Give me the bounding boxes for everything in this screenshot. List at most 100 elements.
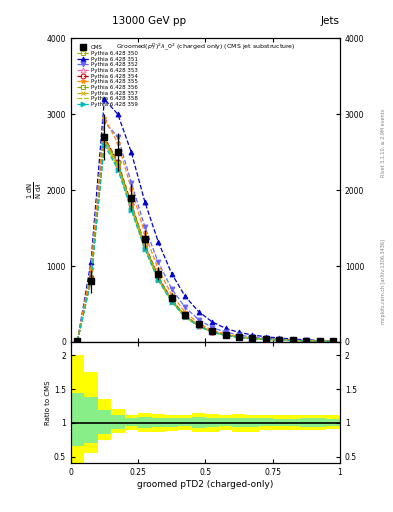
Pythia 6.428 351: [129, 149, 134, 155]
Pythia 6.428 350: [142, 246, 147, 252]
Pythia 6.428 350: [277, 337, 282, 343]
Pythia 6.428 358: [196, 323, 201, 329]
Pythia 6.428 356: [102, 135, 107, 141]
Pythia 6.428 351: [290, 336, 295, 342]
Line: Pythia 6.428 352: Pythia 6.428 352: [75, 119, 336, 344]
Pythia 6.428 352: [304, 337, 309, 344]
Pythia 6.428 350: [88, 274, 93, 281]
Pythia 6.428 355: [277, 336, 282, 343]
Pythia 6.428 358: [277, 337, 282, 343]
Pythia 6.428 351: [142, 199, 147, 205]
Pythia 6.428 356: [116, 160, 120, 166]
Pythia 6.428 359: [223, 332, 228, 338]
Line: Pythia 6.428 357: Pythia 6.428 357: [75, 138, 336, 344]
Pythia 6.428 350: [156, 276, 161, 283]
Y-axis label: $\frac{1}{\mathrm{N}}\frac{\mathrm{d}\mathrm{N}}{\mathrm{d}\lambda}$: $\frac{1}{\mathrm{N}}\frac{\mathrm{d}\ma…: [26, 181, 44, 199]
Pythia 6.428 358: [331, 338, 336, 345]
Pythia 6.428 359: [264, 336, 268, 343]
Pythia 6.428 353: [75, 338, 80, 344]
X-axis label: groomed pTD2 (charged-only): groomed pTD2 (charged-only): [137, 480, 274, 489]
Pythia 6.428 350: [237, 334, 241, 340]
Pythia 6.428 355: [318, 338, 322, 344]
Pythia 6.428 352: [129, 180, 134, 186]
Pythia 6.428 358: [129, 205, 134, 211]
Pythia 6.428 357: [290, 337, 295, 344]
Pythia 6.428 350: [75, 338, 80, 344]
Pythia 6.428 353: [116, 161, 120, 167]
Pythia 6.428 358: [304, 338, 309, 344]
Pythia 6.428 354: [196, 322, 201, 328]
Pythia 6.428 354: [237, 334, 241, 340]
Pythia 6.428 356: [210, 329, 215, 335]
Line: Pythia 6.428 358: Pythia 6.428 358: [77, 142, 333, 342]
Pythia 6.428 352: [237, 332, 241, 338]
Pythia 6.428 352: [264, 335, 268, 342]
Pythia 6.428 357: [331, 338, 336, 345]
Pythia 6.428 355: [196, 320, 201, 326]
Pythia 6.428 357: [237, 334, 241, 340]
Pythia 6.428 351: [102, 96, 107, 102]
Pythia 6.428 350: [183, 314, 187, 320]
Line: Pythia 6.428 356: Pythia 6.428 356: [75, 135, 336, 344]
Pythia 6.428 355: [290, 337, 295, 344]
Pythia 6.428 353: [318, 338, 322, 344]
Pythia 6.428 353: [264, 336, 268, 343]
Pythia 6.428 351: [210, 319, 215, 325]
Pythia 6.428 352: [116, 134, 120, 140]
Pythia 6.428 352: [210, 325, 215, 331]
Text: mcplots.cern.ch [arXiv:1306.3436]: mcplots.cern.ch [arXiv:1306.3436]: [381, 239, 386, 324]
Pythia 6.428 352: [142, 224, 147, 230]
Pythia 6.428 355: [250, 335, 255, 341]
Pythia 6.428 359: [277, 337, 282, 343]
Pythia 6.428 350: [223, 332, 228, 338]
Pythia 6.428 352: [88, 267, 93, 273]
Pythia 6.428 353: [156, 274, 161, 281]
Pythia 6.428 358: [210, 329, 215, 335]
Pythia 6.428 354: [290, 337, 295, 344]
Pythia 6.428 352: [156, 259, 161, 265]
Pythia 6.428 351: [264, 334, 268, 340]
Pythia 6.428 357: [210, 329, 215, 335]
Pythia 6.428 359: [183, 314, 187, 321]
Pythia 6.428 353: [304, 338, 309, 344]
Pythia 6.428 351: [183, 293, 187, 300]
Pythia 6.428 354: [318, 338, 322, 344]
Pythia 6.428 353: [290, 337, 295, 344]
Pythia 6.428 353: [237, 334, 241, 340]
Pythia 6.428 351: [250, 332, 255, 338]
Pythia 6.428 357: [196, 323, 201, 329]
Pythia 6.428 351: [277, 335, 282, 341]
Pythia 6.428 359: [210, 329, 215, 335]
Pythia 6.428 356: [223, 332, 228, 338]
Pythia 6.428 350: [331, 338, 336, 345]
Pythia 6.428 356: [277, 337, 282, 343]
Pythia 6.428 350: [290, 337, 295, 344]
Pythia 6.428 354: [156, 273, 161, 280]
Pythia 6.428 352: [223, 329, 228, 335]
Pythia 6.428 350: [116, 164, 120, 170]
Pythia 6.428 350: [318, 338, 322, 345]
Line: Pythia 6.428 354: Pythia 6.428 354: [75, 135, 336, 344]
Pythia 6.428 356: [304, 338, 309, 344]
Pythia 6.428 357: [116, 162, 120, 168]
Pythia 6.428 357: [250, 335, 255, 342]
Pythia 6.428 357: [75, 338, 80, 344]
Pythia 6.428 355: [169, 291, 174, 297]
Pythia 6.428 350: [250, 335, 255, 342]
Pythia 6.428 359: [250, 335, 255, 342]
Pythia 6.428 356: [331, 338, 336, 345]
Pythia 6.428 352: [331, 338, 336, 344]
Line: Pythia 6.428 359: Pythia 6.428 359: [75, 142, 336, 344]
Text: Jets: Jets: [321, 15, 340, 26]
Pythia 6.428 352: [250, 334, 255, 340]
Pythia 6.428 358: [237, 334, 241, 340]
Pythia 6.428 359: [102, 141, 107, 147]
Pythia 6.428 358: [223, 332, 228, 338]
Pythia 6.428 355: [264, 336, 268, 342]
Pythia 6.428 356: [129, 202, 134, 208]
Pythia 6.428 355: [183, 309, 187, 315]
Pythia 6.428 351: [304, 337, 309, 343]
Legend: CMS, Pythia 6.428 350, Pythia 6.428 351, Pythia 6.428 352, Pythia 6.428 353, Pyt: CMS, Pythia 6.428 350, Pythia 6.428 351,…: [76, 44, 139, 108]
Pythia 6.428 356: [169, 297, 174, 303]
Pythia 6.428 356: [237, 334, 241, 340]
